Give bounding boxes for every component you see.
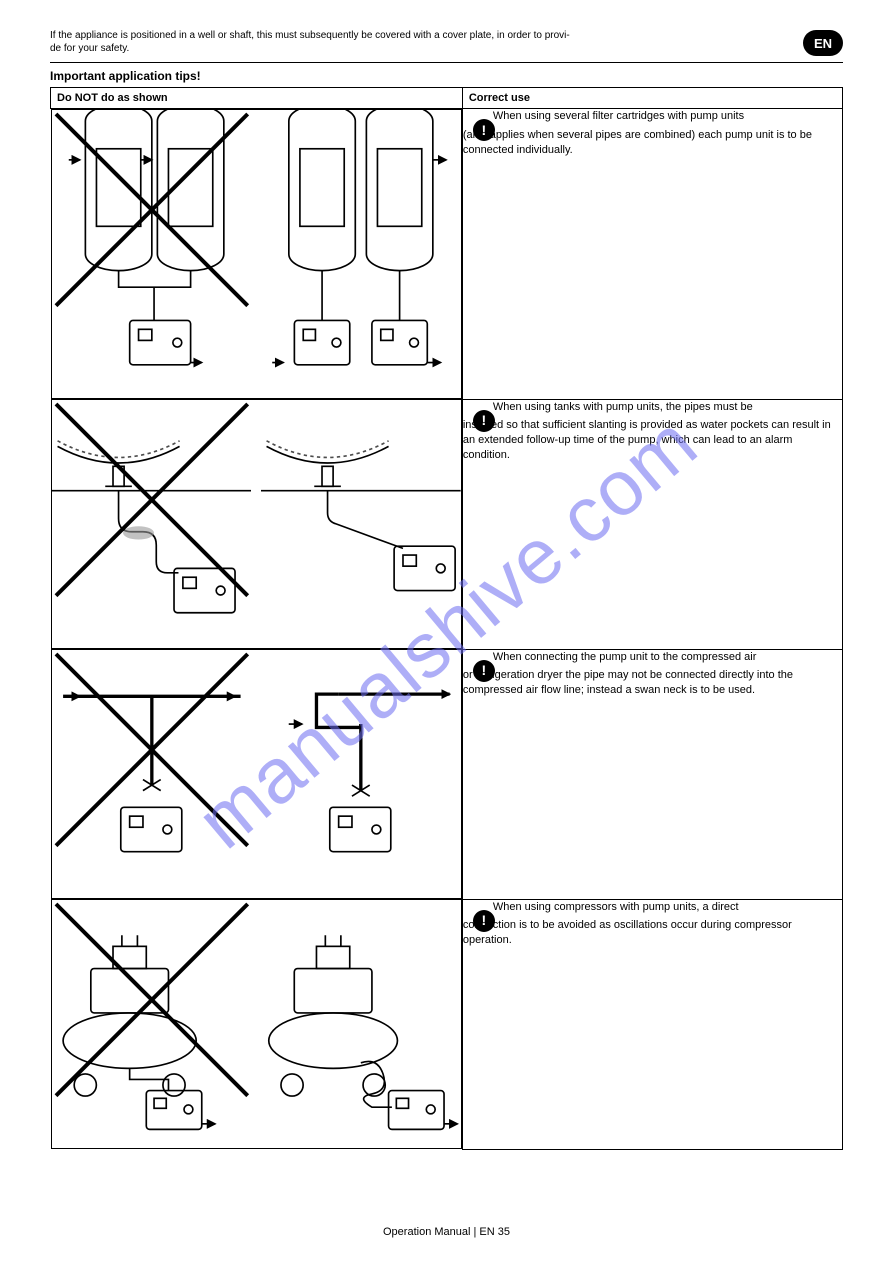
diagram-correct <box>261 110 461 398</box>
col-header-wrong: Do NOT do as shown <box>51 88 463 109</box>
language-badge: EN <box>803 30 843 56</box>
diagram-correct <box>261 650 461 898</box>
diagram-cell <box>51 109 462 399</box>
alert-icon: ! <box>473 910 495 932</box>
text-cell: ! When using compressors with pump units… <box>462 899 842 1149</box>
diagram-wrong <box>52 900 252 1148</box>
header-divider <box>50 62 843 63</box>
alert-icon: ! <box>473 660 495 682</box>
page-footer: Operation Manual | EN 35 <box>0 1226 893 1238</box>
tip-first-line: When using compressors with pump units, … <box>493 900 842 915</box>
diagram-wrong <box>52 110 252 398</box>
tip-rest: installed so that sufficient slanting is… <box>463 418 842 463</box>
diagram-wrong <box>52 650 252 898</box>
tip-rest: or refrigeration dryer the pipe may not … <box>463 668 842 698</box>
diagram-cell <box>51 399 462 649</box>
tips-table: Do NOT do as shown Correct use <box>50 87 843 1150</box>
text-cell: ! When using tanks with pump units, the … <box>462 399 842 649</box>
diagram-cell <box>51 649 462 899</box>
text-cell: ! When connecting the pump unit to the c… <box>462 649 842 899</box>
table-row: ! When using compressors with pump units… <box>51 899 843 1149</box>
header-line2: de for your safety. <box>50 43 129 54</box>
table-row: ! When using tanks with pump units, the … <box>51 399 843 649</box>
tip-rest: (also applies when several pipes are com… <box>463 128 842 158</box>
diagram-wrong <box>52 400 252 648</box>
alert-icon: ! <box>473 119 495 141</box>
section-title: Important application tips! <box>50 69 843 83</box>
alert-icon: ! <box>473 410 495 432</box>
diagram-correct <box>261 900 461 1148</box>
tip-first-line: When using several filter cartridges wit… <box>493 109 842 124</box>
tip-rest: connection is to be avoided as oscillati… <box>463 918 842 948</box>
diagram-correct <box>261 400 461 648</box>
tip-first-line: When connecting the pump unit to the com… <box>493 650 842 665</box>
table-row: ! When using several filter cartridges w… <box>51 109 843 400</box>
table-row: ! When connecting the pump unit to the c… <box>51 649 843 899</box>
text-cell: ! When using several filter cartridges w… <box>462 109 842 400</box>
col-header-correct: Correct use <box>462 88 842 109</box>
tip-first-line: When using tanks with pump units, the pi… <box>493 400 842 415</box>
diagram-cell <box>51 899 462 1149</box>
header-line1: If the appliance is positioned in a well… <box>50 30 570 41</box>
